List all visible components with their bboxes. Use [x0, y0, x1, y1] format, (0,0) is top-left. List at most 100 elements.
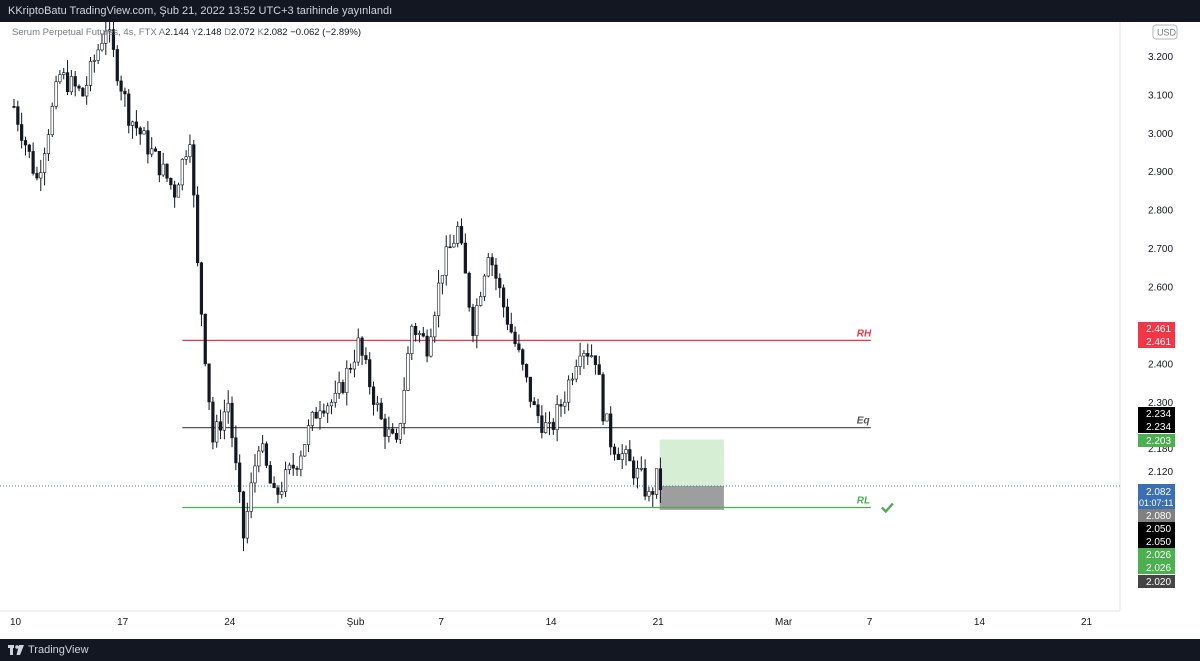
candle-body — [498, 278, 502, 289]
candle-body — [238, 462, 242, 493]
candle-body — [119, 80, 123, 92]
candle-body — [287, 464, 292, 470]
candle-body — [547, 421, 552, 424]
candle-body — [371, 386, 376, 405]
price-badge-label: 2.234 — [1146, 409, 1171, 420]
candle-body — [77, 85, 81, 89]
price-badge — [1138, 322, 1175, 335]
candle-body — [27, 144, 31, 152]
candle-body — [337, 382, 341, 394]
candle-body — [50, 106, 54, 136]
candle-body — [329, 402, 334, 407]
candle-body — [276, 487, 280, 495]
chart-area[interactable]: 3.4003.3003.2003.1003.0002.9002.8002.700… — [0, 14, 1200, 639]
candle-body — [501, 287, 506, 308]
candle-body — [444, 246, 448, 276]
candle-body — [509, 324, 513, 333]
candle-body — [440, 275, 445, 284]
price-tick-label: 2.700 — [1148, 244, 1173, 255]
legend-open-value: 2.144 — [165, 27, 189, 38]
candle-body — [283, 469, 288, 492]
time-tick-label: 7 — [867, 617, 873, 628]
candle-body — [314, 411, 318, 419]
candle-body — [184, 156, 188, 160]
candle-body — [532, 401, 536, 406]
level-label-rh: RH — [857, 328, 872, 339]
candle-body — [226, 402, 230, 413]
level-label-eq: Eq — [857, 416, 870, 427]
candle-body — [322, 410, 326, 414]
candle-body — [46, 134, 51, 154]
time-tick-label: Mar — [775, 617, 793, 628]
candle-body — [96, 49, 100, 61]
candle-body — [601, 374, 605, 422]
candle-body — [624, 449, 628, 454]
last-price-value: 2.082 — [1146, 487, 1171, 498]
candle-body — [104, 30, 108, 44]
candle-body — [291, 464, 295, 469]
candle-body — [524, 364, 529, 378]
price-badge — [1138, 335, 1175, 348]
candle-body — [356, 337, 360, 363]
candle-body — [448, 246, 452, 249]
candle-body — [20, 124, 24, 141]
candle-body — [352, 361, 357, 370]
published-text: KKriptoBatu TradingView.com, Şub 21, 202… — [8, 5, 393, 17]
candle-body — [482, 275, 487, 297]
price-badge-label: 2.026 — [1146, 563, 1171, 574]
time-tick-label: 21 — [1081, 617, 1093, 628]
candle-body — [138, 127, 142, 135]
candle-body — [180, 158, 184, 186]
candle-body — [108, 29, 112, 32]
candle-body — [586, 353, 590, 357]
candle-body — [348, 367, 353, 370]
candle-body — [280, 491, 284, 495]
candle-body — [230, 402, 234, 439]
candle-body — [306, 425, 311, 445]
candle-body — [299, 455, 303, 470]
price-tick-label: 2.300 — [1148, 398, 1173, 409]
candle-body — [567, 379, 571, 403]
price-tick-label: 2.400 — [1148, 359, 1173, 370]
candle-body — [658, 468, 663, 491]
candle-body — [436, 282, 441, 316]
price-chart[interactable]: 3.4003.3003.2003.1003.0002.9002.8002.700… — [0, 14, 1200, 639]
candle-body — [215, 421, 219, 443]
candle-body — [651, 491, 655, 495]
target-zone — [659, 439, 724, 487]
price-badge-label: 2.203 — [1146, 436, 1171, 447]
candle-body — [628, 449, 632, 462]
candle-body — [241, 491, 246, 539]
candle-body — [612, 446, 617, 455]
time-tick-label: 21 — [653, 617, 665, 628]
candle-body — [406, 353, 410, 391]
candle-body — [35, 173, 39, 179]
time-tick-label: 14 — [974, 617, 986, 628]
candle-body — [471, 306, 475, 336]
candle-body — [643, 468, 647, 497]
legend-high-label: Y — [191, 27, 198, 38]
currency-label: USD — [1157, 28, 1177, 38]
candle-body — [479, 296, 483, 306]
time-tick-label: 7 — [438, 617, 444, 628]
candle-body — [333, 393, 337, 403]
candle-body — [632, 460, 636, 479]
candle-body — [559, 404, 563, 407]
candle-body — [31, 151, 35, 174]
candle-body — [115, 49, 119, 82]
candle-body — [563, 401, 567, 407]
price-badge — [1138, 434, 1175, 447]
candle-body — [433, 315, 437, 338]
candle-body — [475, 305, 479, 336]
candle-body — [620, 453, 624, 460]
candle-body — [39, 172, 43, 179]
last-price-badge — [1138, 484, 1175, 509]
candle-body — [494, 264, 498, 279]
candle-body — [85, 85, 89, 97]
time-tick-label: 10 — [10, 617, 22, 628]
price-badge — [1138, 548, 1175, 561]
candle-body — [192, 144, 196, 196]
candle-body — [130, 121, 135, 126]
candle-body — [383, 418, 387, 437]
price-tick-label: 2.800 — [1148, 206, 1173, 217]
